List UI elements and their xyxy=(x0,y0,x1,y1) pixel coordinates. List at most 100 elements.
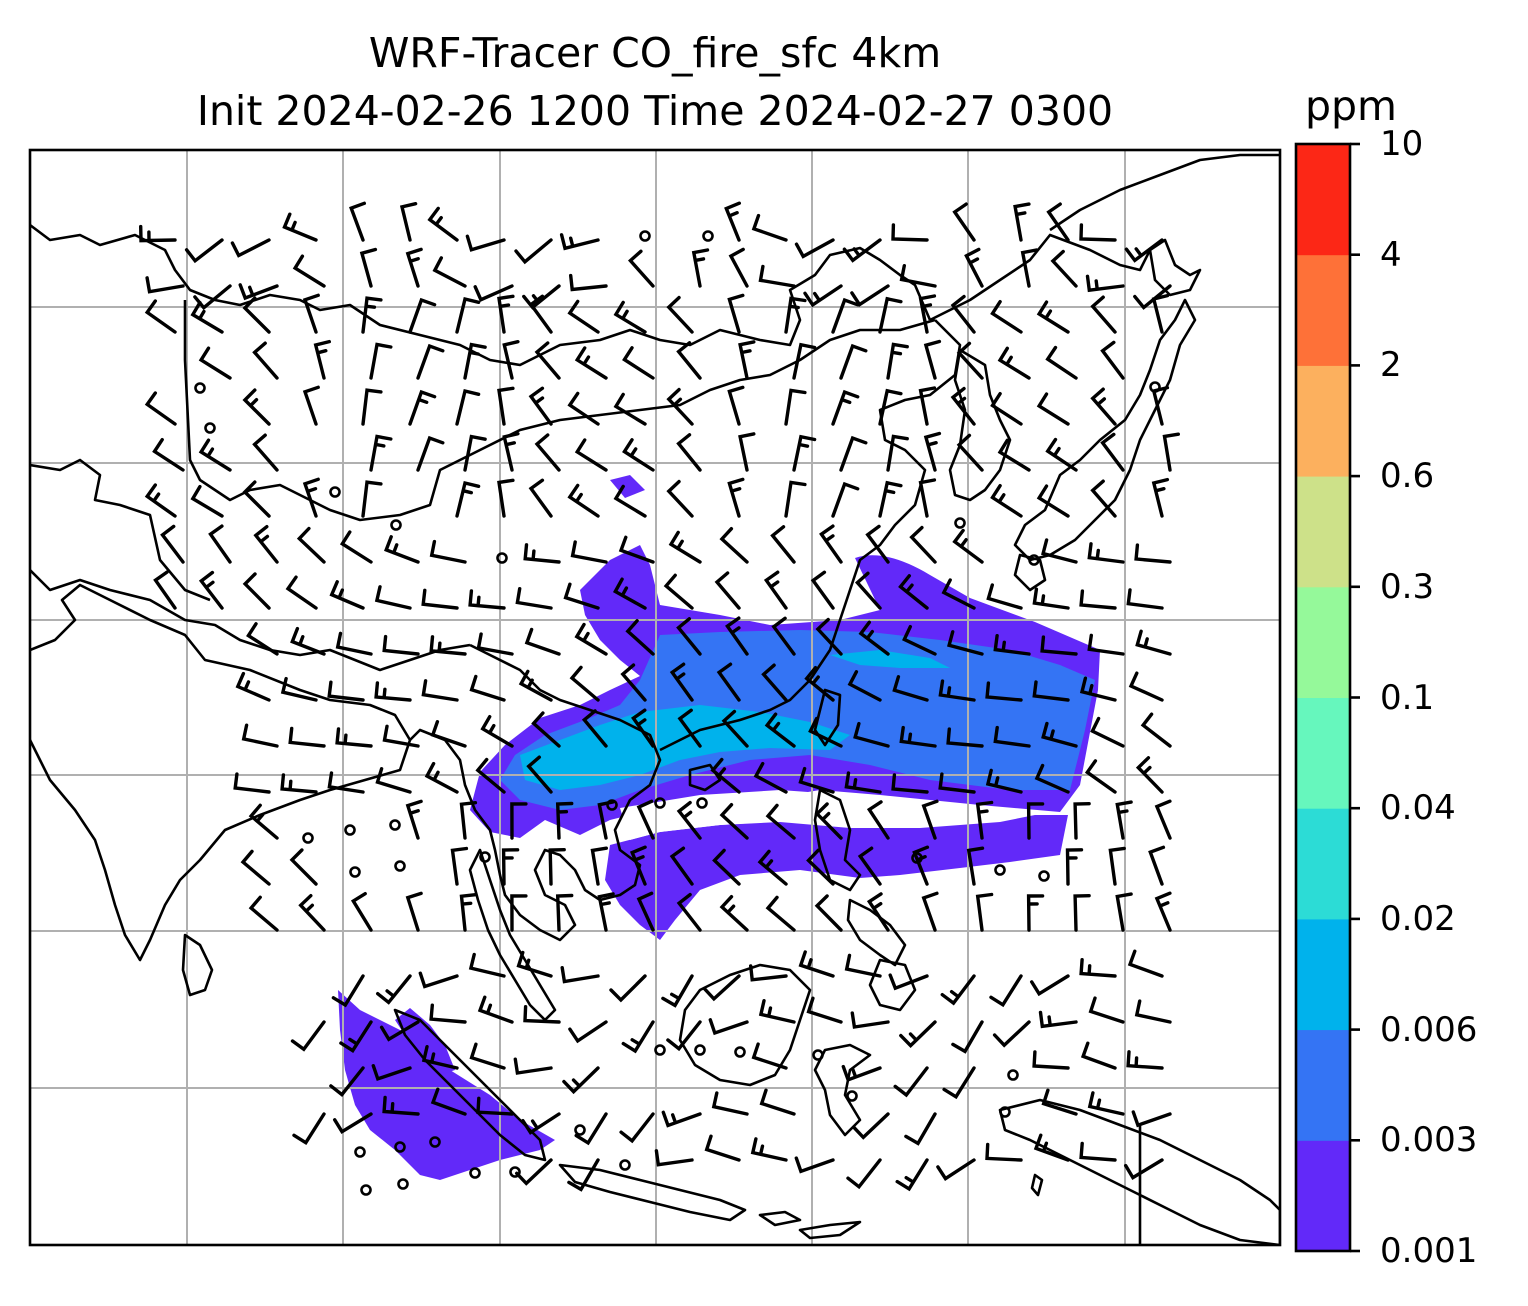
wind-barb xyxy=(1036,300,1070,334)
wind-barb xyxy=(940,974,976,1006)
wind-barb xyxy=(1128,671,1164,702)
wind-barb xyxy=(750,1137,788,1162)
wind-barb xyxy=(469,674,506,702)
wind-barb xyxy=(618,535,655,564)
wind-barb xyxy=(497,478,515,518)
wind-barb xyxy=(1020,248,1039,288)
wind-barb xyxy=(1036,484,1070,518)
wind-barb xyxy=(280,773,318,794)
wind-barb xyxy=(242,388,271,426)
philippines-luzon xyxy=(813,788,862,892)
wind-calm-marker xyxy=(394,1141,406,1153)
plume-gap xyxy=(620,790,1050,840)
wind-barb xyxy=(842,238,882,263)
wind-barb xyxy=(1073,894,1091,932)
wind-barb xyxy=(1026,894,1045,932)
wind-barb xyxy=(1154,799,1172,840)
wind-barb xyxy=(846,1158,882,1190)
wind-barb xyxy=(382,634,420,656)
wind-barb xyxy=(235,671,271,702)
wind-barb xyxy=(850,1011,890,1029)
wind-barb xyxy=(144,483,177,518)
wind-barb xyxy=(455,480,481,518)
wind-barb xyxy=(669,846,694,886)
wind-barb xyxy=(1115,800,1133,840)
wind-barb xyxy=(857,846,882,886)
wind-barb xyxy=(359,247,378,288)
wind-barb xyxy=(629,845,647,886)
wind-barb xyxy=(502,432,520,472)
small-island-moluccas xyxy=(1030,1173,1044,1197)
colorbar-unit-label: ppm xyxy=(1305,82,1397,130)
wind-barb xyxy=(819,524,843,564)
wind-calm-marker xyxy=(1038,870,1050,882)
wind-barb xyxy=(253,525,279,564)
wind-barb xyxy=(1108,846,1126,886)
colorbar-segment xyxy=(1296,1140,1350,1252)
wind-barb xyxy=(941,578,976,610)
wind-barb xyxy=(429,539,467,564)
wind-barb xyxy=(858,620,890,656)
wind-barb xyxy=(814,802,843,840)
wind-calm-marker xyxy=(954,517,966,529)
wind-barb xyxy=(1115,892,1133,932)
wind-barb xyxy=(327,771,365,794)
wind-barb xyxy=(329,580,365,610)
wind-calm-marker xyxy=(397,1178,409,1190)
wind-barb xyxy=(510,894,528,932)
wind-barb xyxy=(242,296,271,334)
wind-barb xyxy=(528,478,553,518)
colorbar-segment xyxy=(1296,1029,1350,1141)
wind-barb xyxy=(1065,848,1084,886)
wind-barb xyxy=(432,256,467,288)
wind-barb xyxy=(1127,949,1164,978)
wind-barb xyxy=(676,433,702,472)
wind-barb xyxy=(468,952,506,978)
wind-barb xyxy=(831,481,860,518)
plume-level-0.001-north-patch xyxy=(610,475,645,498)
coastlines-and-borders xyxy=(30,153,1280,1245)
colorbar-tick-label: 0.02 xyxy=(1380,898,1456,939)
colorbar-segment xyxy=(1296,586,1350,698)
wind-barb xyxy=(936,1158,976,1181)
japan-hokkaido xyxy=(1148,238,1202,297)
wind-barb xyxy=(806,848,835,886)
wind-barb xyxy=(719,527,749,564)
wind-barb xyxy=(144,299,177,334)
wind-barb xyxy=(758,264,796,288)
wind-barb xyxy=(1080,1041,1117,1070)
wind-barb xyxy=(1135,756,1164,794)
wind-barb xyxy=(990,392,1023,426)
wind-barb xyxy=(878,388,903,426)
wind-barb xyxy=(569,665,600,702)
colorbar-tick-label: 0.3 xyxy=(1380,566,1435,607)
wind-calm-marker xyxy=(846,1090,858,1102)
wind-barb xyxy=(1033,1133,1070,1162)
wind-barb xyxy=(152,438,185,472)
wind-barb xyxy=(1087,542,1125,564)
wind-barb xyxy=(515,587,553,610)
wind-calm-marker xyxy=(999,1106,1011,1118)
map-frame xyxy=(28,148,1282,1247)
wind-barb xyxy=(521,1112,561,1135)
wind-calm-marker xyxy=(654,797,666,809)
wind-barb xyxy=(620,663,647,702)
colorbar-tick-label: 2 xyxy=(1380,345,1402,386)
wind-calm-marker xyxy=(390,519,402,531)
wind-barb xyxy=(1045,437,1078,472)
wind-barb xyxy=(942,1066,976,1100)
wind-barb xyxy=(198,346,232,380)
wind-barb xyxy=(985,681,1023,702)
wind-barb xyxy=(677,708,702,748)
wind-barb xyxy=(459,893,478,932)
wind-calm-marker xyxy=(469,1167,481,1179)
sumatra xyxy=(393,1008,547,1162)
wind-barb xyxy=(288,726,326,748)
wind-barb xyxy=(502,340,520,380)
wind-barb xyxy=(831,389,860,426)
wind-barb xyxy=(950,386,976,426)
china-north-border xyxy=(183,300,936,522)
colorbar-tick-label: 0.003 xyxy=(1380,1120,1478,1161)
wind-barb xyxy=(918,478,937,518)
colorbar-segment xyxy=(1296,697,1350,809)
